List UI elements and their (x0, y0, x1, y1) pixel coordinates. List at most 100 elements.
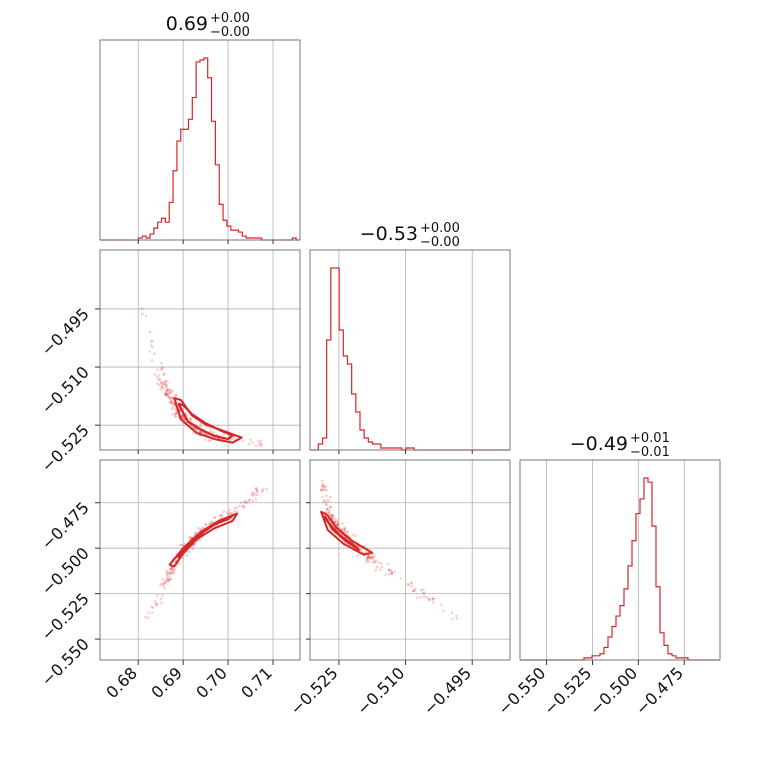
contour-core (322, 515, 360, 552)
scatter-point (251, 491, 254, 494)
scatter-point (366, 554, 370, 558)
scatter-point (167, 395, 170, 398)
scatter-point (325, 503, 328, 507)
scatter-point (169, 396, 173, 400)
scatter-point (166, 578, 169, 581)
scatter-point (265, 487, 269, 491)
scatter-point (165, 572, 169, 576)
scatter-point (170, 400, 174, 404)
scatter-point (319, 488, 323, 492)
scatter-point (188, 418, 192, 422)
scatter-point (170, 399, 173, 402)
scatter-point (166, 579, 170, 583)
scatter-points (140, 307, 263, 448)
scatter-point (171, 572, 174, 575)
scatter-point (251, 494, 255, 497)
scatter-point (228, 508, 232, 512)
scatter-point (341, 522, 345, 525)
scatter-point (189, 537, 192, 540)
param-title-3: −0.49 (570, 433, 628, 455)
scatter-point (189, 418, 193, 421)
scatter-point (150, 359, 154, 362)
scatter-point (244, 501, 247, 504)
scatter-point (146, 616, 150, 620)
scatter-point (169, 567, 172, 571)
scatter-point (321, 484, 324, 488)
scatter-point (169, 391, 173, 395)
scatter-point (261, 489, 264, 492)
scatter-point (172, 571, 175, 575)
scatter-point (165, 384, 169, 388)
scatter-point (442, 609, 445, 613)
scatter-point (169, 401, 173, 405)
scatter-point (325, 489, 329, 492)
scatter-point (255, 490, 259, 494)
scatter-point (170, 400, 173, 403)
scatter-point (322, 499, 326, 502)
scatter-point (371, 555, 375, 559)
scatter-point (389, 568, 392, 572)
scatter-point (388, 568, 391, 572)
scatter-points (143, 487, 269, 620)
scatter-point (155, 602, 158, 605)
scatter-point (336, 522, 340, 526)
scatter-point (166, 379, 169, 383)
scatter-point (175, 393, 178, 397)
scatter-point (157, 383, 161, 387)
scatter-point (160, 582, 163, 585)
scatter-point (321, 485, 324, 489)
panel-frame (99, 249, 301, 451)
scatter-point (365, 556, 369, 560)
scatter-point (157, 378, 160, 381)
scatter-point (329, 505, 333, 509)
scatter-point (198, 539, 202, 542)
scatter-point (235, 506, 238, 509)
scatter-point (175, 411, 178, 415)
scatter-point (219, 513, 223, 517)
scatter-point (254, 493, 257, 497)
scatter-point (161, 382, 165, 386)
scatter-point (204, 438, 207, 442)
scatter-point (455, 617, 459, 621)
scatter-point (414, 587, 417, 591)
panel-frame (99, 459, 301, 661)
scatter-point (370, 555, 374, 558)
contour-outer (168, 512, 239, 568)
scatter-point (325, 499, 329, 503)
scatter-point (151, 606, 155, 609)
scatter-point (199, 527, 203, 530)
scatter-point (328, 505, 332, 509)
scatter-point (407, 583, 410, 587)
scatter-point (156, 593, 159, 597)
scatter-point (393, 570, 397, 574)
scatter-point (250, 493, 254, 496)
scatter-point (431, 596, 435, 600)
y-tick-label: −0.525 (38, 421, 93, 476)
scatter-point (351, 533, 355, 537)
scatter-point (229, 438, 233, 441)
scatter-point (180, 414, 184, 418)
scatter-point (248, 499, 251, 502)
scatter-point (202, 432, 206, 435)
scatter-point (161, 593, 164, 597)
scatter-point (192, 432, 195, 435)
scatter-point (170, 571, 173, 575)
scatter-point (166, 388, 169, 391)
scatter-point (161, 578, 164, 581)
scatter-point (169, 577, 173, 581)
panel-frame (99, 39, 301, 241)
scatter-point (228, 512, 232, 516)
scatter-point (167, 578, 170, 582)
scatter-point (260, 444, 263, 448)
scatter-point (144, 314, 148, 318)
scatter-point (189, 536, 193, 540)
param-err-plus-2: +0.00 (420, 221, 460, 236)
scatter-point (208, 430, 212, 433)
scatter-point (257, 440, 260, 443)
scatter-point (161, 584, 165, 588)
scatter-point (329, 495, 332, 499)
scatter-point (153, 600, 157, 603)
scatter-point (156, 382, 159, 385)
scatter-point (168, 570, 172, 573)
scatter-point (372, 561, 375, 564)
